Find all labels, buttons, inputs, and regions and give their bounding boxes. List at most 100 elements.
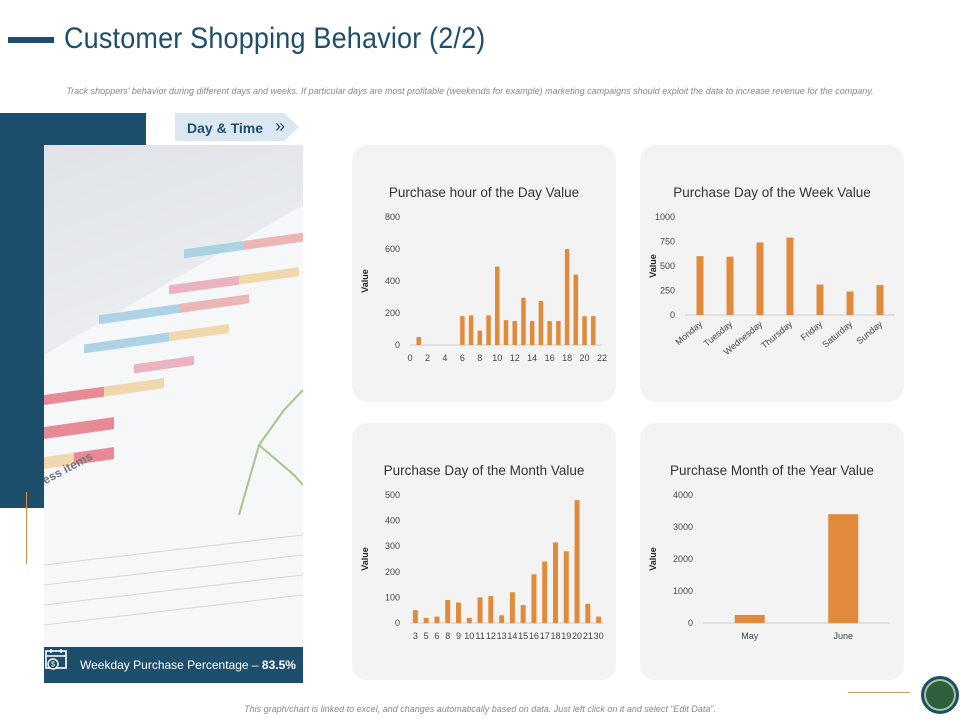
x-tick-label: 10 xyxy=(492,353,502,363)
bar xyxy=(582,316,587,345)
y-tick-label: 0 xyxy=(395,618,400,628)
y-tick-label: 200 xyxy=(385,308,400,318)
bar xyxy=(466,617,472,623)
x-tick-label: 6 xyxy=(434,631,439,641)
x-tick-label: 18 xyxy=(562,353,572,363)
bar xyxy=(460,316,465,345)
bar xyxy=(816,284,824,315)
bar xyxy=(591,316,596,345)
section-tag-label: Day & Time xyxy=(187,120,263,136)
bar xyxy=(596,616,602,623)
weekday-percentage-value: 83.5% xyxy=(261,658,296,672)
bar xyxy=(564,249,570,345)
chart-card-month-of-year: Purchase Month of the Year Value Value 0 10… xyxy=(640,423,904,680)
bar xyxy=(520,605,526,623)
bar xyxy=(531,574,537,623)
chart-title: Purchase Day of the Month Value xyxy=(384,463,585,478)
bar xyxy=(509,592,515,623)
x-tick-label: May xyxy=(741,631,759,641)
y-tick-label: 1000 xyxy=(673,586,693,596)
chart-title: Purchase Day of the Week Value xyxy=(673,185,871,200)
x-tick-label: 8 xyxy=(477,353,482,363)
y-tick-label: 250 xyxy=(660,286,675,296)
x-tick-label: 10 xyxy=(464,631,474,641)
y-axis-label: Value xyxy=(648,547,658,571)
x-tick-label: Thursday xyxy=(759,319,795,351)
x-tick-label: 12 xyxy=(510,353,520,363)
svg-text:$: $ xyxy=(51,662,55,669)
bar xyxy=(434,616,440,623)
x-tick-label: 11 xyxy=(475,631,484,641)
x-tick-label: 30 xyxy=(594,631,604,641)
bar xyxy=(499,615,505,623)
y-tick-label: 500 xyxy=(385,490,400,500)
x-tick-label: 0 xyxy=(407,353,412,363)
bar xyxy=(488,596,494,623)
y-axis-label: Value xyxy=(360,547,370,571)
x-tick-label: June xyxy=(833,631,853,641)
y-tick-label: 100 xyxy=(385,592,400,602)
bar xyxy=(542,561,548,623)
bar xyxy=(495,266,500,345)
y-tick-label: 3000 xyxy=(673,522,693,532)
bar xyxy=(556,321,561,345)
x-tick-label: Sunday xyxy=(854,319,884,347)
y-tick-label: 500 xyxy=(660,261,675,271)
y-tick-label: 400 xyxy=(385,516,400,526)
footer-note: This graph/chart is linked to excel, and… xyxy=(244,704,716,714)
chart-card-hour-of-day: Purchase hour of the Day Value Value 0 200 4… xyxy=(352,145,616,402)
x-tick-label: 19 xyxy=(561,631,571,641)
chart-paper-illustration: ness items xyxy=(44,205,303,683)
chart-title: Purchase Month of the Year Value xyxy=(670,463,874,478)
x-tick-label: Saturday xyxy=(820,319,854,350)
y-tick-label: 300 xyxy=(385,541,400,551)
bar xyxy=(734,615,765,623)
x-tick-label: 20 xyxy=(572,631,582,641)
x-tick-label: Monday xyxy=(673,319,704,348)
y-tick-label: 1000 xyxy=(655,212,675,222)
y-tick-label: 2000 xyxy=(673,554,693,564)
calendar-icon: $ xyxy=(45,649,67,670)
bar xyxy=(573,274,579,345)
bar xyxy=(477,597,483,623)
month-of-year-chart: Purchase Month of the Year Value Value 0 10… xyxy=(648,463,890,641)
title-accent-bar xyxy=(8,37,54,43)
x-tick-label: 16 xyxy=(545,353,555,363)
bar xyxy=(553,542,558,623)
y-tick-label: 0 xyxy=(688,618,693,628)
y-tick-label: 200 xyxy=(385,567,400,577)
bar xyxy=(538,301,544,345)
day-of-month-chart: Purchase Day of the Month Value Value 0 100… xyxy=(360,463,604,641)
x-tick-label: 14 xyxy=(507,631,517,641)
x-tick-label: 5 xyxy=(424,631,429,641)
bar xyxy=(512,321,517,345)
x-tick-label: 22 xyxy=(597,353,607,363)
y-tick-label: 400 xyxy=(385,276,400,286)
y-tick-label: 0 xyxy=(395,340,400,350)
y-tick-label: 600 xyxy=(385,244,400,254)
x-tick-label: 14 xyxy=(527,353,537,363)
bar xyxy=(786,237,794,315)
double-chevron-right-icon: » xyxy=(275,116,286,136)
x-tick-label: 2 xyxy=(425,353,430,363)
chart-title: Purchase hour of the Day Value xyxy=(389,185,579,200)
bar xyxy=(726,256,734,315)
y-tick-label: 800 xyxy=(385,212,400,222)
weekday-percentage-label: Weekday Purchase Percentage – xyxy=(80,658,262,672)
day-of-week-chart: Purchase Day of the Week Value Value 0 250 5… xyxy=(648,185,895,357)
x-tick-label: 9 xyxy=(456,631,461,641)
y-axis-label: Value xyxy=(360,269,370,293)
x-tick-label: 13 xyxy=(497,631,507,641)
bar xyxy=(574,500,580,623)
bar xyxy=(445,599,451,623)
bar xyxy=(477,330,483,345)
page-title: Customer Shopping Behavior (2/2) xyxy=(64,22,486,55)
bar xyxy=(696,256,704,315)
x-tick-label: 16 xyxy=(529,631,539,641)
chart-card-day-of-month: Purchase Day of the Month Value Value 0 100… xyxy=(352,423,616,680)
chart-card-day-of-week: Purchase Day of the Week Value Value 0 250 5… xyxy=(640,145,904,402)
y-axis-label: Value xyxy=(648,254,658,278)
bar xyxy=(756,242,764,315)
x-tick-label: 12 xyxy=(486,631,496,641)
x-tick-label: 15 xyxy=(518,631,528,641)
